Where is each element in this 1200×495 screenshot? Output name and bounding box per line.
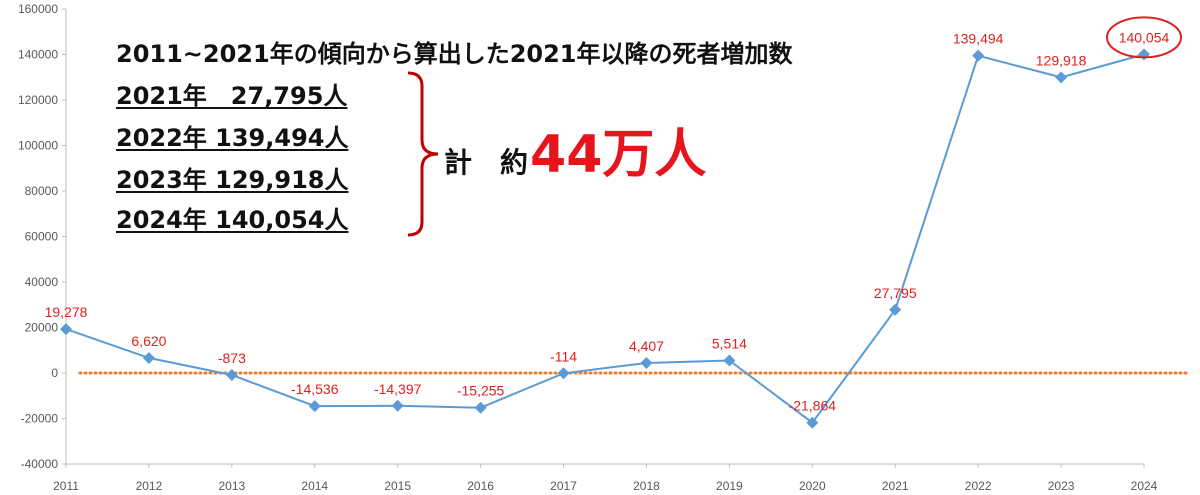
data-label: 140,054 [1119,29,1170,45]
x-tick-label: 2021 [882,479,909,493]
x-tick-label: 2020 [799,479,826,493]
annotation-row-2022: 2022年 139,494人 [116,124,349,152]
annotation-row-2021: 2021年 27,795人 [116,82,348,110]
data-label: 27,795 [874,285,917,301]
x-tick-label: 2012 [136,479,163,493]
data-point [1055,71,1068,84]
x-tick-label: 2011 [53,479,79,493]
x-tick-label: 2023 [1048,479,1075,493]
data-label: -21,864 [789,398,837,414]
y-tick-label: 40000 [25,275,59,289]
y-tick-label: 20000 [25,321,59,335]
total-label: 計 約 [444,146,529,179]
x-tick-label: 2024 [1131,479,1158,493]
data-point [308,400,321,413]
highlight-circle [1106,16,1182,59]
data-point [640,356,653,369]
bracket-icon [407,71,439,237]
data-label: 129,918 [1036,52,1087,68]
annotation-row-2024: 2024年 140,054人 [116,206,349,234]
x-tick-label: 2019 [716,479,743,493]
data-label: -15,255 [457,383,505,399]
x-tick-label: 2018 [633,479,660,493]
series-line [65,53,1145,425]
data-point [889,303,902,316]
y-tick-label: 120000 [18,93,58,107]
data-point [972,49,985,62]
data-label: -14,397 [374,381,422,397]
x-tick-label: 2022 [965,479,992,493]
data-point [806,416,819,429]
y-tick-label: -40000 [21,457,59,471]
y-tick-label: 140000 [18,48,58,62]
data-point [474,401,487,414]
y-tick-label: -20000 [21,412,59,426]
y-tick-label: 0 [51,366,58,380]
data-point [723,354,736,367]
total-value: 44万人 [530,125,707,185]
data-label: 5,514 [712,335,747,351]
data-label: 139,494 [953,31,1004,47]
data-point [142,351,155,364]
data-point [60,323,72,336]
data-label: 6,620 [131,333,166,349]
data-label: 4,407 [629,338,664,354]
annotation-row-2023: 2023年 129,918人 [116,166,349,194]
data-point [1138,48,1150,61]
data-label: 19,278 [45,304,88,320]
data-point [557,367,570,380]
y-tick-label: 100000 [18,139,58,153]
x-tick-label: 2014 [301,479,328,493]
data-label: -114 [550,348,577,364]
x-tick-label: 2016 [467,479,494,493]
y-tick-label: 160000 [18,2,58,16]
y-tick-label: 80000 [25,184,59,198]
data-label: -14,536 [291,381,339,397]
data-point [391,399,404,412]
annotation-title: 2011~2021年の傾向から算出した2021年以降の死者増加数 [116,40,793,68]
data-label: -873 [218,350,246,366]
x-tick-label: 2013 [218,479,245,493]
x-tick-label: 2015 [384,479,411,493]
annotation-total: 計 約44万人 [444,112,706,187]
y-tick-label: 60000 [25,230,59,244]
data-point [225,368,238,381]
x-tick-label: 2017 [550,479,577,493]
